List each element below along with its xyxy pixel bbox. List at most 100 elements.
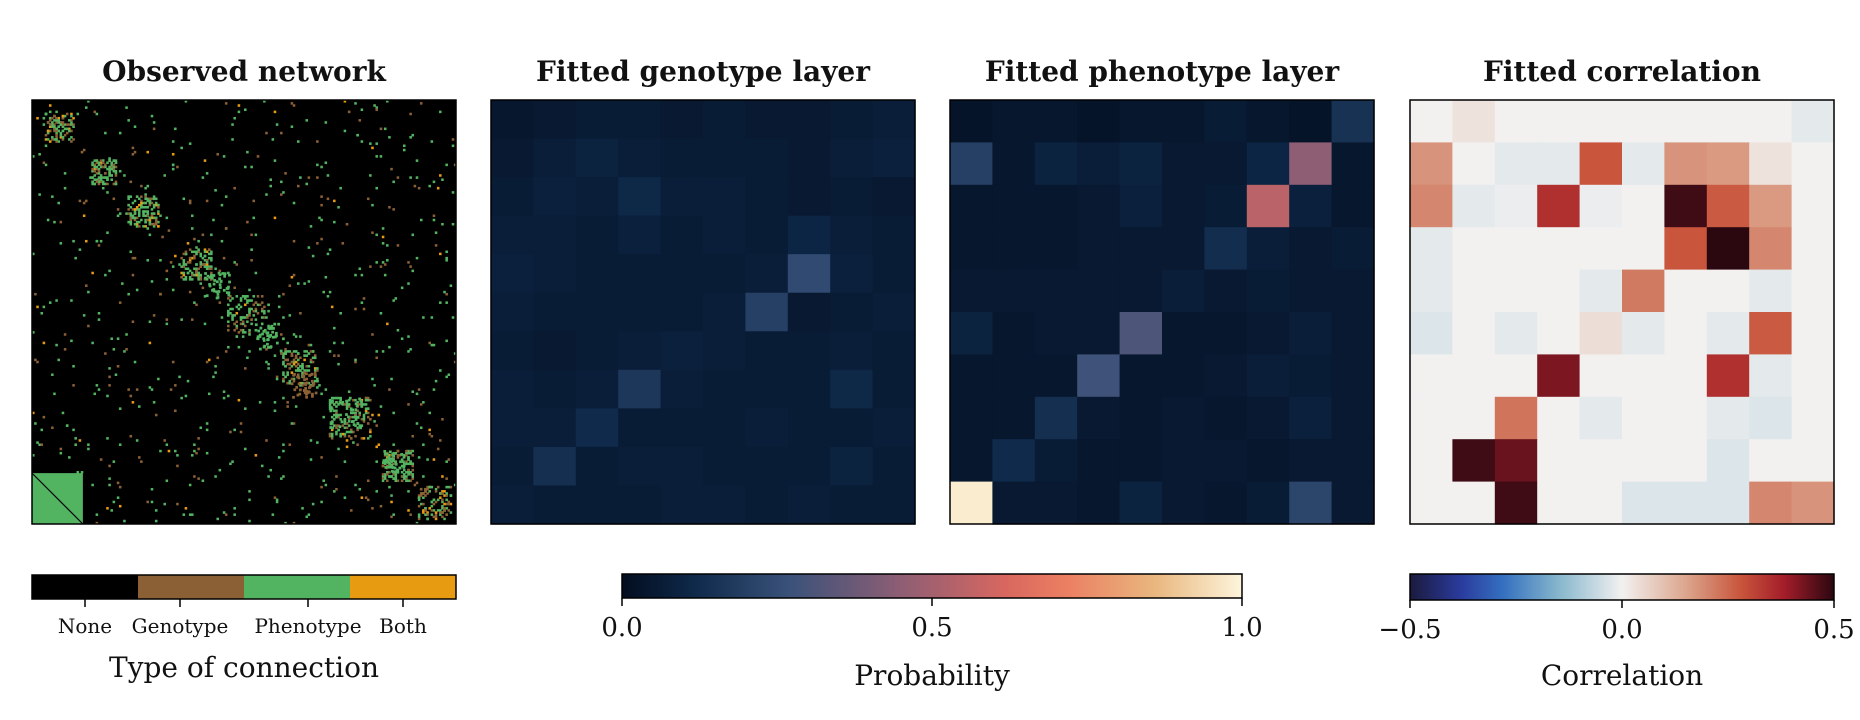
heatmap-cell — [1289, 142, 1333, 186]
network-edge — [392, 473, 395, 476]
network-edge — [415, 256, 419, 260]
network-edge — [248, 498, 251, 502]
network-edge — [381, 235, 385, 239]
network-edge — [415, 176, 419, 179]
network-edge — [85, 284, 88, 287]
network-edge — [163, 439, 166, 442]
network-edge — [108, 172, 111, 175]
heatmap-cell — [1622, 142, 1665, 186]
network-edge — [195, 263, 198, 266]
network-edge — [411, 233, 415, 237]
network-edge — [266, 342, 269, 346]
network-edge — [203, 250, 207, 254]
network-edge — [239, 328, 243, 332]
network-edge — [335, 430, 338, 434]
network-edge — [146, 199, 150, 203]
network-edge — [244, 295, 247, 298]
network-edge — [403, 454, 406, 457]
network-edge — [280, 352, 283, 355]
heatmap-cell — [1246, 269, 1290, 313]
network-edge — [391, 466, 395, 469]
network-edge — [231, 314, 234, 317]
network-edge — [328, 350, 332, 353]
network-edge — [157, 210, 160, 213]
network-edge — [171, 360, 175, 364]
network-edge — [369, 428, 372, 432]
network-edge — [182, 265, 186, 268]
network-edge — [390, 460, 393, 463]
network-edge — [241, 328, 245, 332]
network-edge — [233, 261, 236, 264]
heatmap-cell — [1119, 354, 1163, 398]
heatmap-cell — [703, 215, 746, 255]
network-edge — [282, 352, 285, 355]
network-edge — [138, 197, 141, 201]
network-edge — [101, 161, 105, 165]
network-edge — [178, 263, 181, 266]
network-edge — [303, 371, 306, 374]
network-edge — [174, 127, 177, 131]
network-edge — [375, 106, 378, 109]
network-edge — [311, 394, 314, 398]
network-edge — [241, 320, 245, 324]
network-edge — [335, 409, 338, 413]
network-edge — [411, 133, 415, 137]
heatmap-cell — [491, 177, 534, 217]
network-edge — [203, 322, 207, 326]
heatmap-cell — [1494, 312, 1538, 355]
heatmap-cell — [745, 408, 789, 448]
network-edge — [383, 263, 387, 266]
network-edge — [360, 301, 364, 304]
network-edge — [292, 104, 296, 107]
network-edge — [229, 430, 232, 434]
heatmap-cell — [575, 292, 619, 332]
network-edge — [422, 401, 425, 404]
network-edge — [57, 121, 60, 124]
network-edge — [112, 460, 116, 463]
network-edge — [364, 411, 368, 415]
network-edge — [36, 360, 39, 364]
heatmap-cell — [703, 138, 746, 178]
network-edge — [104, 273, 107, 277]
network-edge — [337, 447, 340, 451]
network-edge — [369, 142, 372, 145]
network-edge — [148, 220, 152, 224]
network-edge — [311, 350, 315, 353]
heatmap-cell — [992, 100, 1036, 143]
network-edge — [381, 227, 385, 230]
heatmap-cell — [1204, 227, 1248, 271]
heatmap-cell — [830, 485, 874, 525]
network-edge — [114, 180, 118, 184]
heatmap-cell — [618, 177, 662, 217]
network-edge — [227, 345, 230, 349]
heatmap-cell — [1749, 481, 1793, 525]
network-edge — [430, 316, 434, 319]
network-edge — [72, 365, 75, 368]
network-edge — [358, 403, 362, 406]
network-edge — [129, 216, 133, 220]
network-edge — [391, 459, 395, 462]
heatmap-cell — [1204, 396, 1248, 440]
network-edge — [311, 356, 315, 360]
network-edge — [386, 322, 389, 326]
network-edge — [422, 492, 425, 495]
network-edge — [133, 256, 137, 260]
network-edge — [68, 119, 71, 122]
heatmap-cell — [1537, 184, 1581, 228]
network-edge — [154, 216, 158, 220]
heatmap-cell — [1452, 481, 1496, 525]
network-edge — [257, 329, 261, 333]
network-edge — [392, 477, 395, 480]
network-edge — [184, 267, 188, 271]
network-edge — [409, 471, 412, 474]
network-edge — [118, 301, 122, 304]
network-edge — [393, 466, 397, 470]
network-edge — [142, 212, 145, 215]
network-edge — [70, 121, 73, 124]
network-edge — [434, 517, 438, 521]
heatmap-cell — [1749, 184, 1793, 228]
network-edge — [106, 182, 109, 186]
network-edge — [383, 477, 387, 480]
network-edge — [364, 396, 368, 400]
network-edge — [316, 176, 319, 179]
